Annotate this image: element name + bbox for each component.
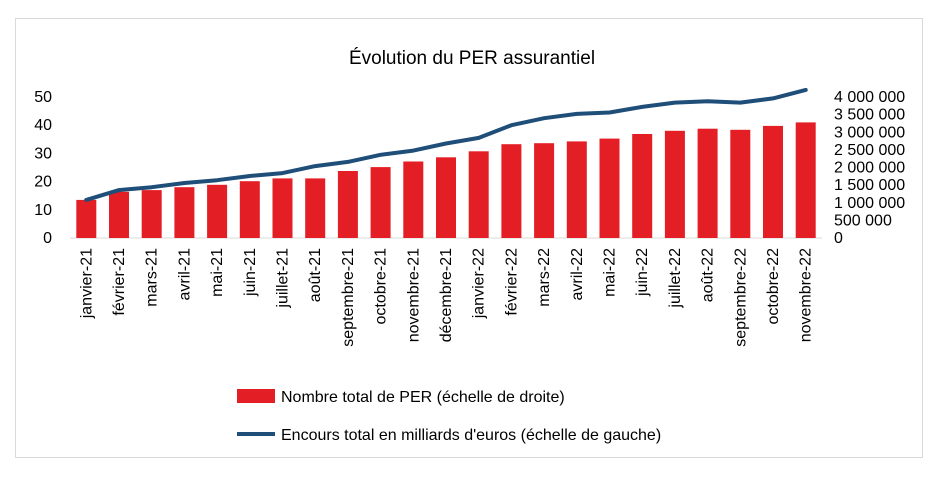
legend-label-bars: Nombre total de PER (échelle de droite) <box>281 389 565 406</box>
x-tick-label: décembre-21 <box>438 248 455 342</box>
legend-label-line: Encours total en milliards d'euros (éche… <box>281 427 661 444</box>
bar-juin-21 <box>239 181 260 238</box>
bar-mai-21 <box>207 184 228 238</box>
x-tick-label: juin-21 <box>242 248 259 297</box>
bar-avril-22 <box>566 141 587 238</box>
bar-mai-22 <box>599 138 620 238</box>
bar-octobre-21 <box>370 167 391 238</box>
left-tick-label: 20 <box>34 174 52 191</box>
right-tick-label: 0 <box>834 230 843 247</box>
x-tick-label: janvier-22 <box>471 248 488 319</box>
right-tick-label: 1 000 000 <box>834 195 905 212</box>
bar-décembre-21 <box>436 157 456 238</box>
bar-series <box>76 122 816 238</box>
legend-swatch-bars <box>237 389 275 403</box>
bar-janvier-22 <box>468 151 489 238</box>
left-tick-label: 50 <box>34 89 52 106</box>
right-tick-label: 3 000 000 <box>834 124 905 141</box>
bar-février-22 <box>501 144 522 238</box>
right-tick-label: 2 500 000 <box>834 142 905 159</box>
bar-juillet-21 <box>272 178 293 238</box>
bar-septembre-21 <box>337 171 358 238</box>
bar-avril-21 <box>174 187 195 238</box>
left-tick-label: 0 <box>43 230 52 247</box>
x-tick-label: juin-22 <box>634 248 651 297</box>
right-tick-label: 4 000 000 <box>834 89 905 106</box>
x-tick-label: janvier-21 <box>78 248 95 319</box>
x-tick-label: mars-22 <box>536 248 553 307</box>
chart-title: Évolution du PER assurantiel <box>349 48 595 69</box>
bar-juin-22 <box>632 134 653 238</box>
legend: Nombre total de PER (échelle de droite) … <box>237 389 661 444</box>
right-tick-label: 3 500 000 <box>834 107 905 124</box>
bar-août-22 <box>697 128 718 238</box>
x-tick-label: avril-22 <box>569 248 586 301</box>
x-axis: janvier-21 février-21 mars-21 avril-21 mai-2… <box>78 248 814 347</box>
left-axis: 0 10 20 30 40 50 <box>34 89 52 247</box>
right-tick-label: 2 000 000 <box>834 160 905 177</box>
x-tick-label: mai-21 <box>209 248 226 297</box>
bar-septembre-22 <box>730 129 751 238</box>
x-tick-label: octobre-21 <box>373 248 390 325</box>
bar-janvier-21 <box>76 199 97 238</box>
bar-mars-21 <box>141 190 162 238</box>
x-tick-label: octobre-22 <box>765 248 782 325</box>
bar-novembre-22 <box>795 122 816 238</box>
x-tick-label: septembre-22 <box>732 248 749 347</box>
x-tick-label: juillet-21 <box>275 248 292 309</box>
x-tick-label: mars-21 <box>144 248 161 307</box>
x-tick-label: août-21 <box>307 248 324 302</box>
x-tick-label: novembre-22 <box>798 248 815 342</box>
bar-août-21 <box>305 178 326 238</box>
bar-novembre-21 <box>403 161 424 238</box>
x-tick-label: avril-21 <box>176 248 193 301</box>
bar-octobre-22 <box>763 125 783 238</box>
line-series-group <box>84 87 808 202</box>
left-tick-label: 30 <box>34 145 52 162</box>
bar-juillet-22 <box>664 130 685 238</box>
x-tick-label: février-22 <box>503 248 520 316</box>
left-tick-label: 10 <box>34 202 52 219</box>
bar-février-21 <box>109 191 129 238</box>
x-tick-label: février-21 <box>111 248 128 316</box>
right-tick-label: 1 500 000 <box>834 177 905 194</box>
right-tick-label: 500 000 <box>834 212 892 229</box>
x-tick-label: septembre-21 <box>340 248 357 347</box>
x-tick-label: juillet-22 <box>667 248 684 309</box>
x-tick-label: août-22 <box>700 248 717 302</box>
x-tick-label: mai-22 <box>602 248 619 297</box>
left-tick-label: 40 <box>34 117 52 134</box>
bar-mars-22 <box>534 143 555 238</box>
x-tick-label: novembre-21 <box>405 248 422 342</box>
